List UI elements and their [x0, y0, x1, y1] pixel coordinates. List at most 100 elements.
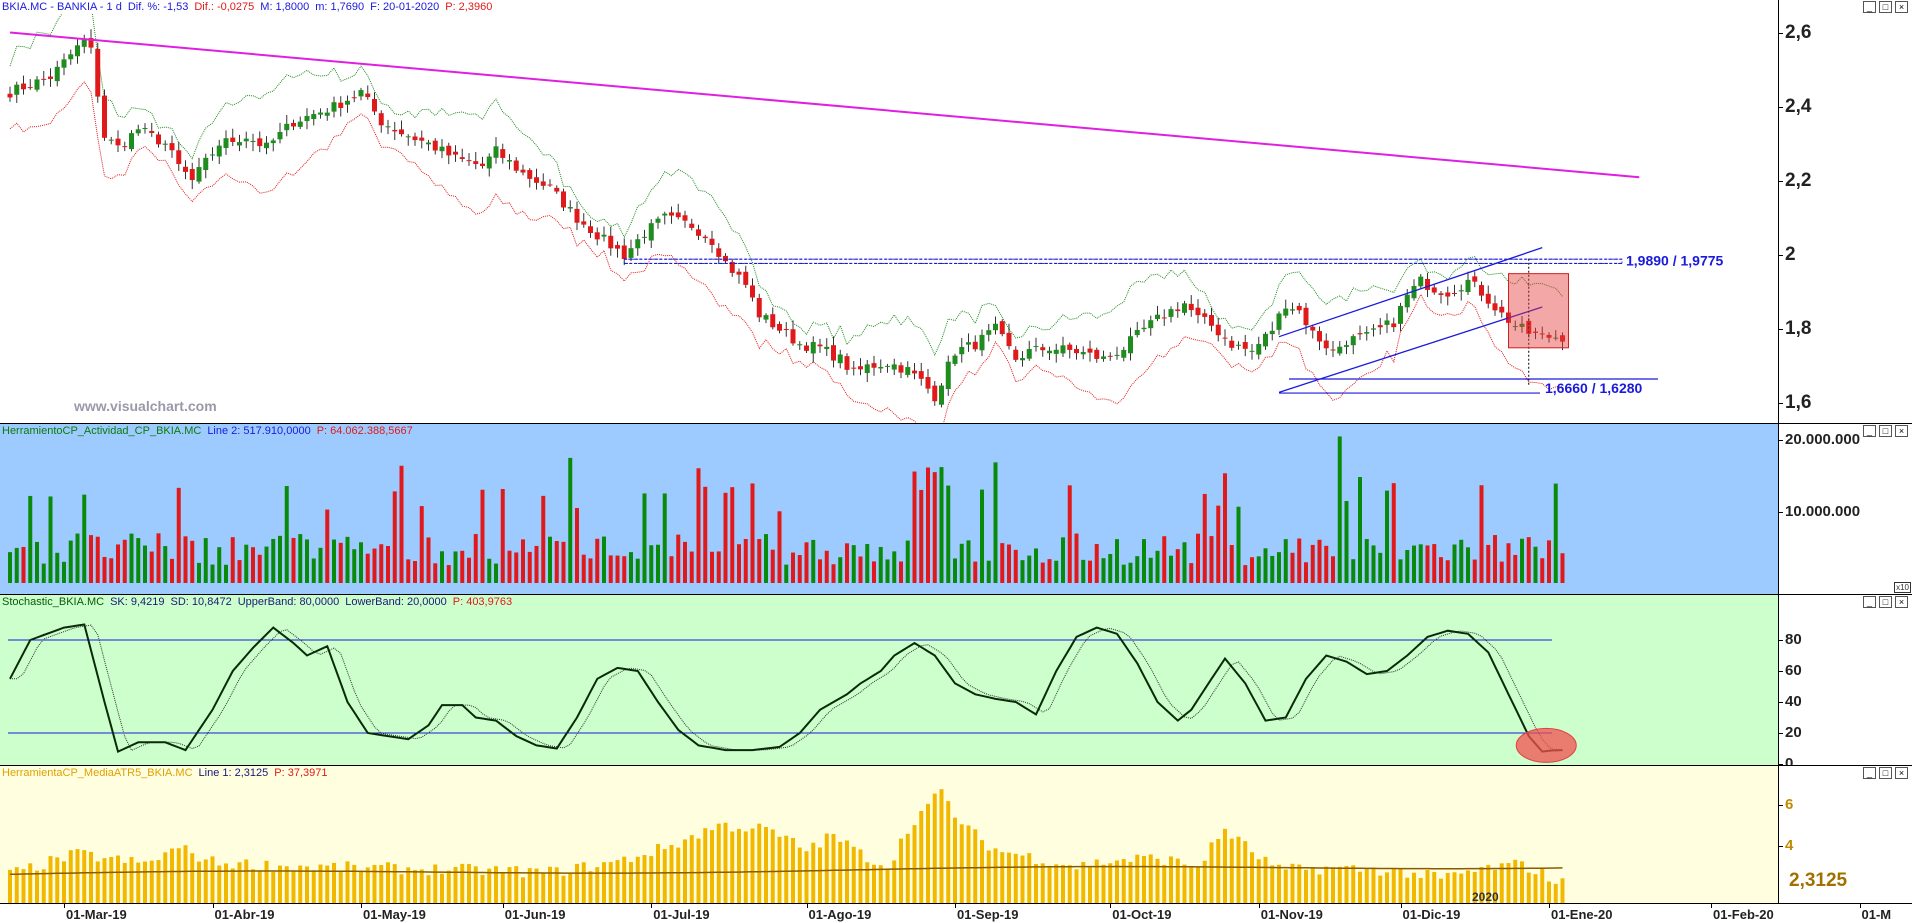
candle-body — [142, 127, 148, 129]
stoch-name: Stochastic_BKIA.MC — [2, 596, 105, 608]
candle-body — [7, 93, 13, 98]
oversold-highlight — [1515, 727, 1577, 763]
stoch-sd-line — [10, 624, 1563, 752]
candle-body — [48, 76, 53, 79]
atr-y-axis[interactable]: 6 4 2,3125 — [1778, 766, 1912, 903]
volume-bar — [1229, 545, 1234, 583]
restore-icon[interactable]: □ — [1879, 767, 1892, 779]
restore-icon[interactable]: □ — [1879, 425, 1892, 437]
volume-bar — [1304, 562, 1308, 583]
stoch-sk-line — [9, 623, 1563, 753]
volume-bar — [1351, 559, 1356, 583]
atr-bar — [271, 871, 276, 903]
atr-bar — [1236, 836, 1241, 903]
candle-body — [196, 167, 202, 182]
x-axis[interactable]: 01-Mar-19 01-Abr-19 01-May-19 01-Jun-19 01-J… — [0, 903, 1912, 923]
atr-line: Line 1: 2,3125 — [198, 767, 269, 779]
atr-plot-area[interactable]: 2020 — [0, 766, 1778, 903]
volume-bar — [264, 546, 269, 583]
volume-bar — [1391, 483, 1396, 583]
atr-bar — [68, 850, 73, 903]
volume-bar — [608, 555, 613, 583]
volume-bar — [1169, 555, 1173, 583]
volume-bar — [1027, 555, 1032, 583]
x-tick-mark — [212, 904, 214, 908]
volume-y-axis[interactable]: 20.000.000 10.000.000 x10 — [1778, 424, 1912, 594]
candle-body — [331, 102, 337, 112]
volume-bar — [703, 486, 708, 583]
restore-icon[interactable]: □ — [1879, 1, 1892, 13]
volume-bar — [791, 552, 795, 583]
volume-bar — [710, 551, 714, 583]
atr-bar — [912, 825, 917, 903]
candle-body — [210, 154, 215, 156]
volume-bar — [1459, 539, 1464, 583]
atr-bar — [797, 847, 802, 903]
atr-bar — [514, 866, 519, 903]
candle-body — [635, 239, 641, 249]
atr-bar — [1520, 861, 1524, 903]
volume-bar — [230, 537, 235, 583]
candle-body — [223, 138, 229, 148]
candle-body — [736, 271, 742, 275]
close-icon[interactable]: × — [1895, 1, 1908, 13]
atr-y-tick: 6 — [1785, 795, 1794, 813]
atr-bar — [649, 856, 654, 903]
minimize-icon[interactable]: _ — [1863, 1, 1876, 13]
volume-bar — [622, 556, 627, 583]
candle-body — [851, 367, 857, 369]
atr-bar — [932, 793, 937, 903]
minimize-icon[interactable]: _ — [1863, 767, 1876, 779]
x-tick-label: 01-Mar-19 — [66, 907, 127, 922]
candle-body — [1168, 309, 1174, 317]
atr-bar — [82, 850, 87, 903]
volume-bar — [1013, 549, 1018, 583]
atr-bar — [116, 855, 120, 903]
atr-bar — [1418, 877, 1423, 903]
minimize-icon[interactable]: _ — [1863, 596, 1876, 608]
atr-bar — [683, 839, 687, 903]
stochastic-plot-area[interactable] — [0, 595, 1778, 765]
candle-body — [129, 133, 134, 150]
atr-bar — [190, 853, 195, 903]
candle-body — [189, 168, 195, 181]
volume-bar — [291, 537, 296, 583]
candle-body — [507, 160, 512, 162]
candle-body — [27, 87, 33, 89]
close-icon[interactable]: × — [1895, 596, 1908, 608]
price-y-axis[interactable]: 2,6 2,4 2,2 2 1,8 1,6 — [1778, 0, 1912, 423]
candle-body — [1445, 292, 1451, 297]
volume-plot-area[interactable] — [0, 424, 1778, 594]
atr-bar — [1310, 867, 1315, 903]
price-plot-area[interactable]: 1,9890 / 1,9775 1,6660 / 1,6280 www.visua… — [0, 0, 1778, 423]
atr-bar — [1371, 867, 1376, 903]
stochastic-panel: Stochastic_BKIA.MC SK: 9,4219 SD: 10,8472 U… — [0, 595, 1912, 766]
minimize-icon[interactable]: _ — [1863, 425, 1876, 437]
y-tick-mark — [1779, 702, 1783, 703]
atr-panel: 2020 HerramientaCP_MediaATR5_BKIA.MC Line… — [0, 766, 1912, 903]
candle-body — [723, 255, 728, 262]
candle-body — [1472, 276, 1478, 282]
candle-body — [669, 212, 674, 216]
atr-bar — [865, 862, 870, 903]
atr-bar — [453, 866, 458, 903]
volume-bar — [1337, 436, 1342, 583]
close-icon[interactable]: × — [1895, 425, 1908, 437]
atr-bar — [109, 856, 114, 903]
candle-body — [1357, 333, 1363, 335]
volume-bar — [338, 542, 343, 583]
candle-body — [1533, 331, 1538, 333]
atr-bar — [1391, 867, 1396, 903]
close-icon[interactable]: × — [1895, 767, 1908, 779]
atr-bar — [919, 810, 924, 903]
atr-bar — [14, 867, 19, 903]
atr-bar — [804, 851, 809, 903]
restore-icon[interactable]: □ — [1879, 596, 1892, 608]
volume-bar — [1560, 553, 1565, 583]
stochastic-y-axis[interactable]: 80 60 40 20 0 — [1778, 595, 1912, 765]
atr-bar — [615, 860, 620, 903]
atr-bar — [237, 862, 242, 903]
volume-bar — [1047, 559, 1052, 583]
p-label: P: 2,3960 — [445, 1, 493, 13]
volume-bar — [271, 538, 276, 583]
